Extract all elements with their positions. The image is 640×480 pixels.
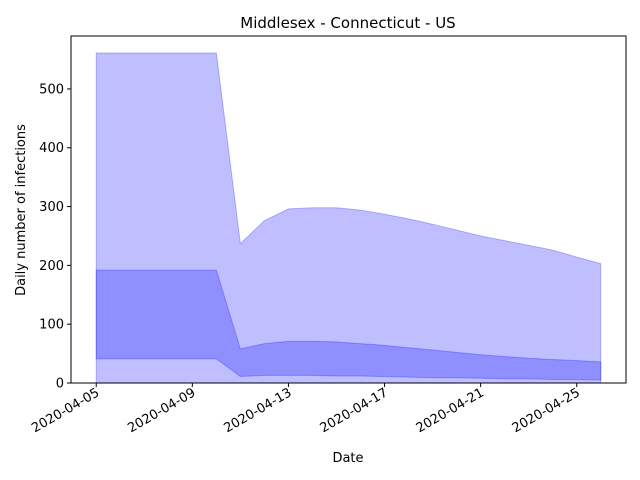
y-tick-label: 400 bbox=[39, 141, 64, 156]
y-axis-label: Daily number of infections bbox=[14, 124, 29, 296]
y-axis: 0 100 200 300 400 500 bbox=[39, 82, 71, 392]
plot-frame bbox=[70, 35, 627, 384]
y-tick-label: 100 bbox=[39, 318, 64, 333]
y-tick-label: 200 bbox=[39, 259, 64, 274]
y-tick-label: 500 bbox=[39, 82, 64, 97]
y-tick-label: 300 bbox=[39, 200, 64, 215]
y-tick-label: 0 bbox=[56, 377, 64, 392]
chart-title: Middlesex - Connecticut - US bbox=[240, 14, 455, 32]
area-band-2 bbox=[95, 269, 602, 381]
x-axis-label: Date bbox=[332, 451, 363, 466]
